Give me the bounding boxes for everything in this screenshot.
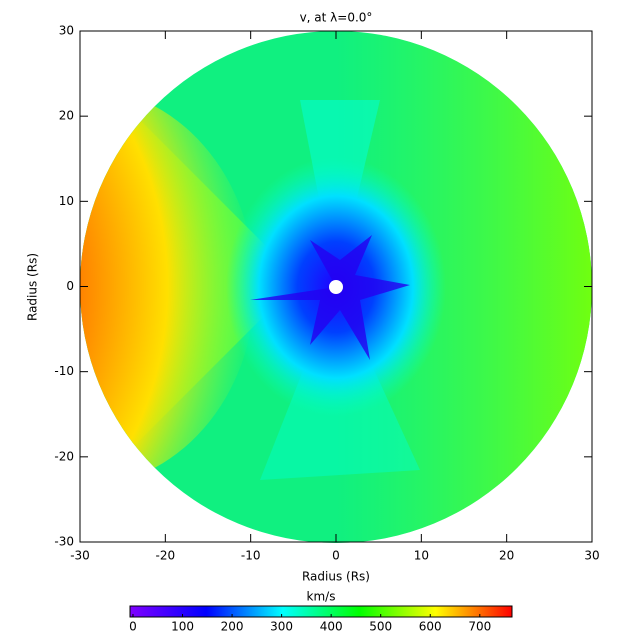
velocity-map [80, 31, 592, 543]
x-tick-label: -20 [156, 549, 176, 563]
chart-title: v, at λ=0.0° [300, 11, 373, 25]
colorbar-tick-label: 500 [369, 620, 392, 634]
colorbar-tick-label: 700 [468, 620, 491, 634]
colorbar-tick-label: 300 [270, 620, 293, 634]
y-tick-label: -20 [54, 449, 74, 463]
y-tick-label: -10 [54, 364, 74, 378]
colorbar-tick-label: 400 [320, 620, 343, 634]
y-tick-label: 20 [59, 109, 74, 123]
x-tick-label: 20 [499, 549, 514, 563]
y-axis-label: Radius (Rs) [26, 253, 40, 321]
x-tick-label: 10 [414, 549, 429, 563]
x-axis-label: Radius (Rs) [302, 570, 370, 584]
colorbar-tick-label: 0 [129, 620, 137, 634]
colorbar-tick-label: 600 [419, 620, 442, 634]
x-tick-label: 30 [584, 549, 599, 563]
x-tick-label: -10 [241, 549, 261, 563]
y-tick-label: 0 [66, 279, 74, 293]
y-tick-label: 30 [59, 24, 74, 38]
colorbar-label: km/s [307, 590, 336, 604]
x-tick-label: 0 [332, 549, 340, 563]
x-tick-label: -30 [70, 549, 90, 563]
y-tick-label: 10 [59, 194, 74, 208]
colorbar [129, 605, 513, 618]
y-tick-label: -30 [54, 535, 74, 549]
colorbar-tick-label: 100 [171, 620, 194, 634]
colorbar-tick-label: 200 [221, 620, 244, 634]
